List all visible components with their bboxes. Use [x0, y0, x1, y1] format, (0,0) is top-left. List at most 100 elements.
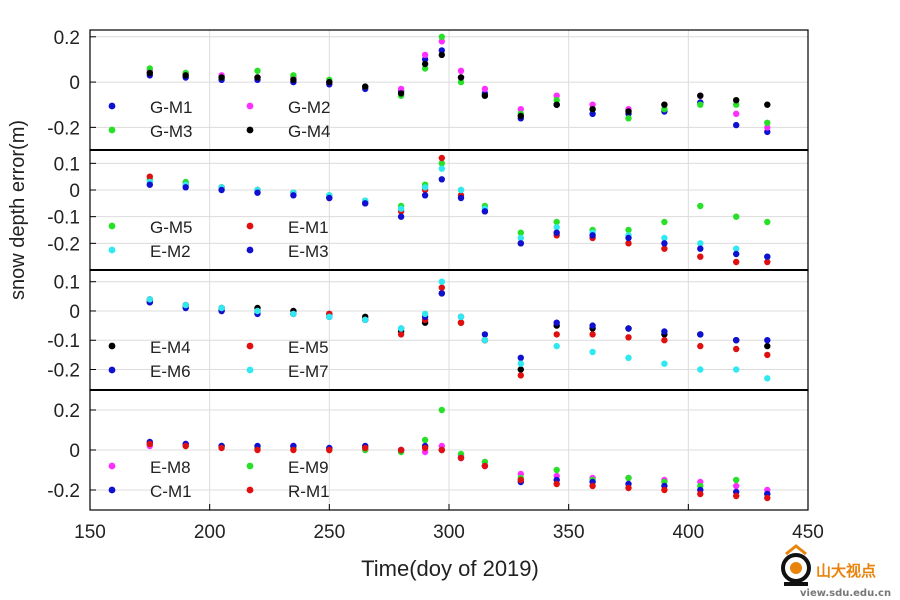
data-point: [764, 128, 771, 136]
data-point: [146, 65, 153, 72]
data-point: [481, 85, 489, 93]
series-E-M3: [146, 176, 771, 260]
data-point: [553, 224, 560, 231]
y-tick-label: 0.2: [54, 28, 80, 49]
data-point: [457, 313, 465, 320]
x-tick-label: 250: [313, 522, 345, 543]
data-point: [625, 240, 632, 247]
data-point: [764, 119, 771, 127]
data-point: [733, 345, 740, 353]
legend-item: G-M2: [246, 98, 331, 117]
data-point: [517, 234, 524, 242]
legend-item: G-M4: [246, 122, 331, 141]
panel-1: -0.2 0 0.2 G-M1 G-M2 G-M3 G-M4: [47, 28, 809, 151]
x-tick-label: 200: [194, 522, 226, 543]
legend-marker: [108, 246, 116, 254]
legend-marker: [246, 126, 254, 134]
data-point: [397, 90, 405, 97]
data-point: [481, 208, 489, 215]
data-point: [182, 184, 189, 191]
x-tick-label: 400: [672, 522, 704, 543]
data-point: [517, 354, 524, 361]
data-point: [421, 60, 429, 68]
data-point: [397, 213, 405, 220]
legend-label: G-M2: [288, 98, 331, 117]
y-tick-label: -0.1: [47, 331, 80, 352]
data-point: [397, 85, 405, 93]
data-point: [457, 319, 465, 326]
data-point: [146, 181, 153, 188]
legend-label: R-M1: [288, 482, 330, 501]
data-point: [661, 328, 668, 335]
panel-3: -0.2 -0.1 0 0.1 E-M4 E-M5 E-M6 E-M7: [47, 269, 809, 391]
data-point: [362, 444, 369, 452]
x-tick-label: 300: [433, 522, 465, 543]
watermark-url: view.sdu.edu.cn: [800, 588, 891, 599]
data-point: [553, 92, 560, 99]
data-point: [517, 372, 524, 379]
data-point: [438, 406, 445, 414]
legend-item: G-M1: [108, 98, 193, 117]
data-point: [421, 184, 429, 191]
data-point: [661, 337, 668, 344]
data-point: [438, 290, 445, 297]
data-point: [438, 33, 445, 40]
legend-item: E-M4: [108, 338, 191, 357]
data-point: [733, 250, 740, 258]
data-point: [764, 124, 771, 131]
data-point: [517, 476, 524, 484]
data-point: [589, 232, 596, 239]
legend-item: E-M9: [246, 458, 329, 477]
data-point: [517, 366, 524, 373]
data-point: [481, 462, 489, 470]
data-point: [553, 466, 560, 474]
data-point: [421, 436, 429, 444]
legend-item: E-M6: [108, 362, 191, 381]
series-G-M2: [146, 38, 771, 131]
series-G-M1: [146, 47, 771, 136]
data-point: [146, 69, 153, 77]
data-point: [146, 296, 153, 303]
legend-label: E-M3: [288, 242, 329, 261]
watermark-logo: 山大视点 view.sdu.edu.cn: [781, 544, 891, 599]
y-tick-label: -0.2: [47, 234, 80, 255]
data-point: [697, 253, 704, 260]
data-point: [733, 476, 740, 484]
data-point: [661, 218, 668, 226]
data-point: [438, 160, 445, 167]
legend-label: G-M5: [150, 218, 193, 237]
data-point: [182, 442, 189, 450]
data-point: [218, 74, 225, 81]
y-tick-label: -0.2: [47, 118, 80, 139]
legend-item: E-M3: [246, 242, 329, 261]
data-point: [438, 176, 445, 183]
y-tick-label: -0.1: [47, 208, 80, 229]
data-point: [697, 101, 704, 108]
legend-marker: [246, 366, 254, 374]
data-point: [362, 83, 369, 90]
legend-label: G-M1: [150, 98, 193, 117]
data-point: [254, 307, 261, 315]
legend-label: C-M1: [150, 482, 192, 501]
legend-marker: [246, 462, 254, 470]
data-point: [438, 51, 445, 59]
y-tick-label: -0.2: [47, 481, 80, 502]
series-C-M1: [146, 438, 771, 498]
series-E-M6: [146, 290, 771, 361]
data-point: [589, 482, 596, 490]
data-point: [553, 319, 560, 326]
y-tick-label: 0.2: [54, 401, 80, 422]
legend-marker: [246, 246, 254, 254]
series-R-M1: [146, 440, 771, 502]
data-point: [517, 229, 524, 236]
data-point: [661, 106, 668, 113]
data-point: [362, 200, 369, 207]
data-point: [697, 240, 704, 247]
data-point: [589, 348, 596, 356]
data-point: [481, 331, 489, 338]
data-point: [661, 360, 668, 367]
data-point: [326, 446, 333, 454]
y-tick-label: 0.1: [54, 273, 80, 294]
legend-label: E-M1: [288, 218, 329, 237]
legend-label: E-M7: [288, 362, 329, 381]
